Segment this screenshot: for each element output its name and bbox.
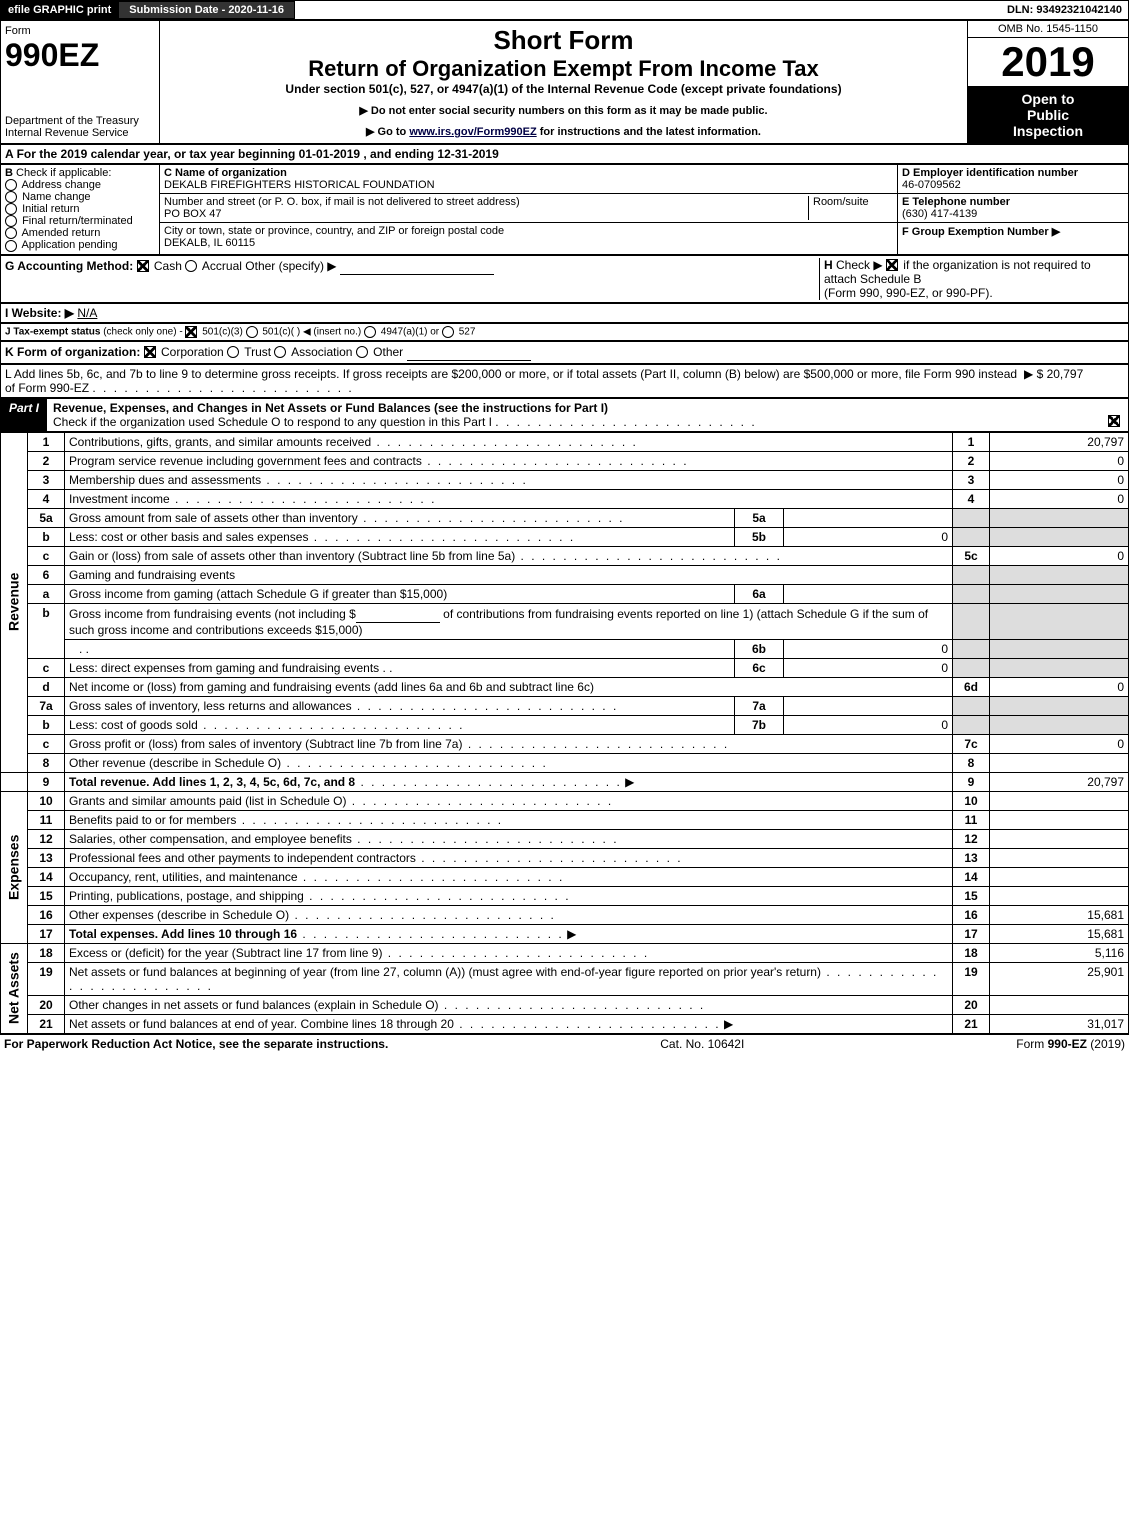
short-form-title: Short Form [164, 25, 963, 56]
subtitle: Under section 501(c), 527, or 4947(a)(1)… [164, 82, 963, 96]
info-box: B Check if applicable: Address change Na… [0, 164, 1129, 255]
name-change-radio[interactable] [5, 191, 17, 203]
k-assoc-radio[interactable] [274, 346, 286, 358]
e-label: E Telephone number [902, 196, 1010, 208]
form-header: Form 990EZ Department of the Treasury In… [0, 20, 1129, 144]
city-label: City or town, state or province, country… [164, 225, 504, 237]
line-value: 20,797 [990, 432, 1129, 451]
link-note: ▶ Go to www.irs.gov/Form990EZ for instru… [164, 125, 963, 138]
city-value: DEKALB, IL 60115 [164, 237, 255, 249]
omb-number: OMB No. 1545-1150 [968, 21, 1128, 38]
part1-checkbox[interactable] [1108, 415, 1120, 427]
street-label: Number and street (or P. O. box, if mail… [164, 196, 520, 208]
section-a: A For the 2019 calendar year, or tax yea… [0, 144, 1129, 164]
main-title: Return of Organization Exempt From Incom… [164, 56, 963, 82]
j-501c3-checkbox[interactable] [185, 326, 197, 338]
k-other-radio[interactable] [356, 346, 368, 358]
footer-left: For Paperwork Reduction Act Notice, see … [4, 1037, 388, 1051]
netassets-label: Net Assets [1, 943, 28, 1033]
pending-radio[interactable] [5, 240, 17, 252]
part1-title: Revenue, Expenses, and Changes in Net As… [53, 401, 608, 415]
org-name: DEKALB FIREFIGHTERS HISTORICAL FOUNDATIO… [164, 179, 435, 191]
expenses-label: Expenses [1, 791, 28, 943]
j-label: J Tax-exempt status [5, 326, 100, 337]
website-value: N/A [77, 306, 97, 320]
k-trust-radio[interactable] [227, 346, 239, 358]
submission-date-button[interactable]: Submission Date - 2020-11-16 [118, 1, 295, 19]
dln-text: DLN: 93492321042140 [1001, 2, 1128, 18]
part1-bar: Part I [1, 399, 47, 431]
efile-print-button[interactable]: efile GRAPHIC print [1, 1, 118, 19]
cash-checkbox[interactable] [137, 260, 149, 272]
page-footer: For Paperwork Reduction Act Notice, see … [0, 1034, 1129, 1053]
ssn-note: ▶ Do not enter social security numbers o… [164, 104, 963, 117]
accrual-radio[interactable] [185, 260, 197, 272]
l-amount: ▶ $ 20,797 [1024, 367, 1124, 395]
final-return-radio[interactable] [5, 215, 17, 227]
d-label: D Employer identification number [902, 167, 1078, 179]
other-specify-input[interactable] [340, 258, 494, 275]
open-public-inspection: Open toPublicInspection [968, 87, 1128, 143]
h-checkbox[interactable] [886, 259, 898, 271]
j-4947-radio[interactable] [364, 326, 376, 338]
initial-return-radio[interactable] [5, 203, 17, 215]
g-label: G Accounting Method: [5, 259, 133, 273]
lines-table: Revenue 1 Contributions, gifts, grants, … [0, 432, 1129, 1034]
footer-right: Form 990-EZ (2019) [1016, 1037, 1125, 1051]
f-label: F Group Exemption Number ▶ [902, 226, 1060, 238]
k-other-input[interactable] [407, 344, 531, 361]
room-label: Room/suite [808, 196, 893, 220]
street-value: PO BOX 47 [164, 208, 221, 220]
form-word: Form [5, 25, 31, 37]
h-label: H [824, 258, 833, 272]
irs-link[interactable]: www.irs.gov/Form990EZ [409, 126, 536, 138]
dept-text: Department of the Treasury [5, 115, 155, 127]
ein-value: 46-0709562 [902, 179, 961, 191]
c-label: C Name of organization [164, 167, 287, 179]
top-bar: efile GRAPHIC print Submission Date - 20… [0, 0, 1129, 20]
irs-text: Internal Revenue Service [5, 127, 155, 139]
k-label: K Form of organization: [5, 345, 140, 359]
6b-amount-input[interactable] [356, 606, 440, 623]
tel-value: (630) 417-4139 [902, 208, 977, 220]
tax-year: 2019 [968, 38, 1128, 87]
footer-mid: Cat. No. 10642I [660, 1037, 744, 1051]
i-label: I Website: ▶ [5, 306, 74, 320]
form-number: 990EZ [5, 37, 99, 73]
j-501c-radio[interactable] [246, 326, 258, 338]
revenue-label: Revenue [1, 432, 28, 772]
j-527-radio[interactable] [442, 326, 454, 338]
amended-radio[interactable] [5, 227, 17, 239]
k-corp-checkbox[interactable] [144, 346, 156, 358]
line-text: Contributions, gifts, grants, and simila… [69, 435, 371, 449]
addr-change-radio[interactable] [5, 179, 17, 191]
b-label: Check if applicable: [16, 167, 111, 179]
part1-note: Check if the organization used Schedule … [53, 415, 492, 429]
line-num: 1 [28, 432, 65, 451]
